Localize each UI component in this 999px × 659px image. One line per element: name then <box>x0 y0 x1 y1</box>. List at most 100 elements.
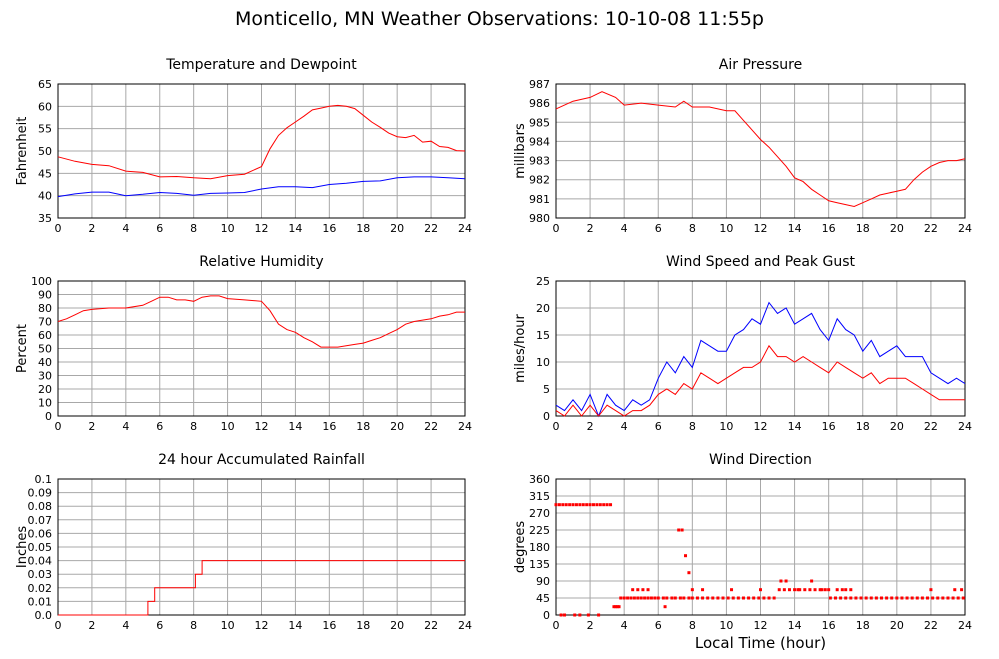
data-point <box>680 528 684 532</box>
data-point <box>643 596 647 600</box>
x-tick-label: 14 <box>288 619 302 632</box>
y-tick-label: 982 <box>529 174 550 187</box>
data-point <box>636 588 640 592</box>
data-point <box>629 596 633 600</box>
x-tick-label: 6 <box>655 619 662 632</box>
y-tick-label: 360 <box>529 473 550 486</box>
x-tick-label: 6 <box>156 619 163 632</box>
x-tick-label: 8 <box>689 222 696 235</box>
series-line <box>555 301 966 418</box>
data-point <box>665 596 669 600</box>
y-tick-label: 980 <box>529 212 550 225</box>
series-line <box>58 560 465 616</box>
x-tick-label: 14 <box>788 222 802 235</box>
data-point <box>920 596 924 600</box>
data-point <box>632 596 636 600</box>
x-tick-label: 4 <box>621 420 628 433</box>
data-point <box>605 503 609 507</box>
data-point <box>588 503 592 507</box>
data-point <box>777 588 781 592</box>
chart-title: Wind Speed and Peak Gust <box>666 254 855 270</box>
y-axis-label: Inches <box>15 526 30 568</box>
y-tick-label: 90 <box>536 575 550 588</box>
plot-frame <box>555 280 966 417</box>
y-tick-label: 20 <box>38 383 52 396</box>
data-point <box>747 596 751 600</box>
data-point <box>818 588 822 592</box>
data-point <box>564 503 568 507</box>
x-tick-label: 24 <box>958 222 972 235</box>
x-tick-label: 0 <box>55 222 62 235</box>
y-tick-label: 0.01 <box>28 595 53 608</box>
data-point <box>793 588 797 592</box>
y-tick-label: 981 <box>529 193 550 206</box>
data-point <box>823 588 827 592</box>
data-point <box>687 596 691 600</box>
x-tick-label: 2 <box>587 619 594 632</box>
y-tick-label: 10 <box>38 397 52 410</box>
x-tick-label: 14 <box>788 420 802 433</box>
x-tick-label: 10 <box>719 222 733 235</box>
x-tick-label: 4 <box>621 222 628 235</box>
y-tick-label: 986 <box>529 97 550 110</box>
data-point <box>757 596 761 600</box>
y-tick-label: 315 <box>529 490 550 503</box>
x-tick-label: 10 <box>221 619 235 632</box>
y-tick-label: 15 <box>536 329 550 342</box>
data-point <box>646 588 650 592</box>
data-point <box>820 588 824 592</box>
y-tick-label: 55 <box>38 123 52 136</box>
x-tick-label: 4 <box>621 619 628 632</box>
y-tick-label: 0 <box>543 410 550 423</box>
x-tick-label: 18 <box>356 222 370 235</box>
x-tick-label: 18 <box>856 420 870 433</box>
x-tick-label: 20 <box>390 222 404 235</box>
x-tick-label: 12 <box>754 222 768 235</box>
x-tick-label: 12 <box>255 420 269 433</box>
data-point <box>926 596 930 600</box>
data-point <box>864 596 868 600</box>
data-point <box>731 596 735 600</box>
y-tick-label: 270 <box>529 507 550 520</box>
y-tick-label: 0.02 <box>28 582 53 595</box>
x-tick-label: 8 <box>190 222 197 235</box>
data-point <box>612 605 616 609</box>
x-tick-label: 22 <box>924 619 938 632</box>
x-tick-label: 12 <box>754 420 768 433</box>
data-point <box>578 503 582 507</box>
x-tick-label: 2 <box>88 222 95 235</box>
y-tick-label: 20 <box>536 302 550 315</box>
x-tick-label: 16 <box>822 619 836 632</box>
y-tick-label: 100 <box>31 275 52 288</box>
x-tick-label: 16 <box>822 222 836 235</box>
x-tick-label: 2 <box>587 222 594 235</box>
x-tick-label: 10 <box>221 420 235 433</box>
chart-title: Wind Direction <box>709 452 812 468</box>
x-tick-label: 10 <box>719 420 733 433</box>
data-point <box>585 503 589 507</box>
data-point <box>839 596 843 600</box>
y-tick-label: 0.06 <box>28 527 53 540</box>
data-point <box>929 588 933 592</box>
x-tick-label: 14 <box>288 420 302 433</box>
data-point <box>554 503 558 507</box>
y-axis-label: millibars <box>513 123 528 179</box>
x-tick-label: 20 <box>890 222 904 235</box>
x-tick-label: 4 <box>122 222 129 235</box>
data-point <box>779 579 783 583</box>
x-tick-label: 8 <box>689 619 696 632</box>
data-point <box>879 596 883 600</box>
data-point <box>695 596 699 600</box>
x-tick-label: 24 <box>458 222 472 235</box>
data-point <box>619 596 623 600</box>
y-tick-label: 50 <box>38 343 52 356</box>
x-tick-label: 8 <box>190 619 197 632</box>
x-axis-label: Local Time (hour) <box>694 634 827 652</box>
y-tick-label: 10 <box>536 356 550 369</box>
x-tick-label: 4 <box>122 619 129 632</box>
data-point <box>736 596 740 600</box>
data-point <box>639 596 643 600</box>
y-tick-label: 45 <box>38 167 52 180</box>
